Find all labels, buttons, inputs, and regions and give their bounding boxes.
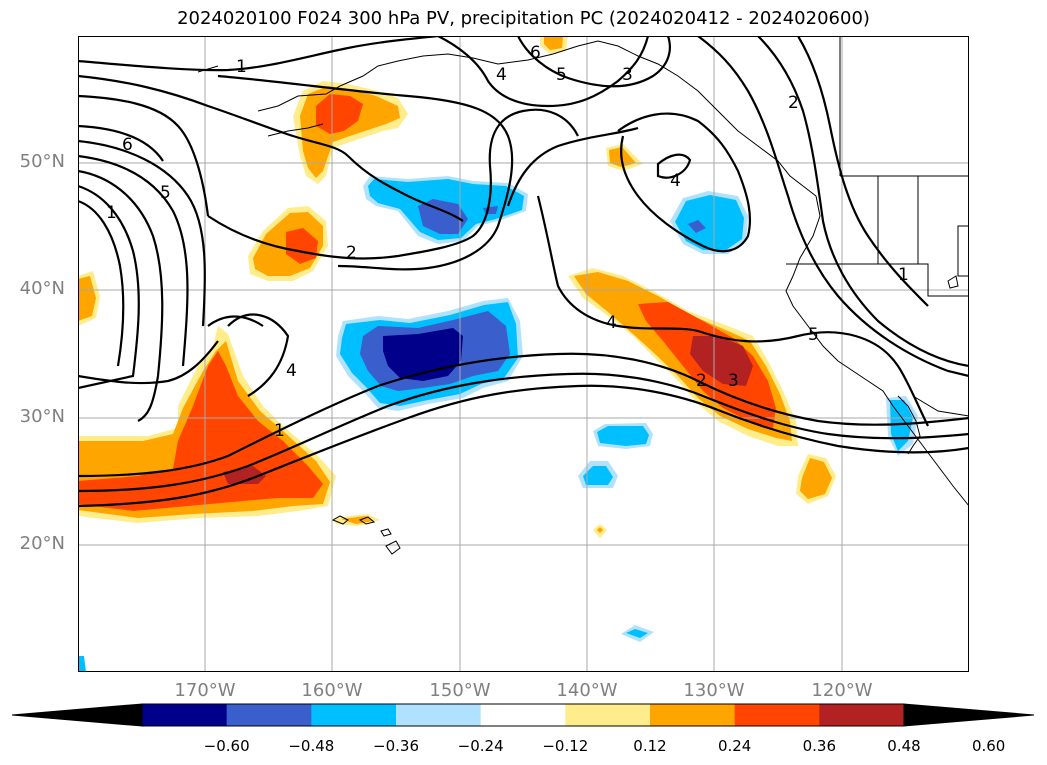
colorbar-tick-label: 0.24 xyxy=(717,737,752,755)
map-panel: 1 6 5 1 2 4 6 5 3 2 4 4 1 4 2 3 5 1 xyxy=(78,36,969,672)
lat-label: 20°N xyxy=(19,533,65,554)
colorbar-segment xyxy=(142,704,228,726)
colorbar-segment xyxy=(819,704,905,726)
colorbar-tick-label: −0.48 xyxy=(288,737,335,755)
contour-label: 4 xyxy=(286,361,297,381)
lon-label: 170°W xyxy=(174,680,236,701)
contour-label: 2 xyxy=(346,243,357,263)
lon-label: 130°W xyxy=(683,680,745,701)
colorbar-segment xyxy=(480,704,566,726)
colorbar-extend-left xyxy=(12,704,142,726)
lon-label: 150°W xyxy=(429,680,491,701)
colorbar-segment xyxy=(226,704,312,726)
colorbar-tick-label: −0.12 xyxy=(542,737,589,755)
lat-label: 30°N xyxy=(19,406,65,427)
chart-title: 2024020100 F024 300 hPa PV, precipitatio… xyxy=(177,8,870,29)
contour-label: 4 xyxy=(606,313,617,333)
colorbar-extend-right xyxy=(904,704,1034,726)
contour-label: 5 xyxy=(556,65,567,85)
lon-label: 120°W xyxy=(811,680,873,701)
colorbar-tick-label: −0.24 xyxy=(457,737,504,755)
colorbar-tick-label: 0.48 xyxy=(887,737,921,755)
lon-label: 140°W xyxy=(556,680,618,701)
contour-label: 5 xyxy=(808,325,819,345)
colorbar-segment xyxy=(311,704,397,726)
contour-labels: 1 6 5 1 2 4 6 5 3 2 4 4 1 4 2 3 5 1 xyxy=(106,43,909,441)
contour-label: 1 xyxy=(274,421,285,441)
precip-negative-shading xyxy=(78,176,918,672)
colorbar xyxy=(11,703,1035,727)
contour-label: 3 xyxy=(622,65,633,85)
pv-contours xyxy=(78,36,969,508)
colorbar-tick-label: 0.36 xyxy=(802,737,837,755)
gridlines xyxy=(78,36,969,672)
contour-label: 3 xyxy=(728,371,739,391)
contour-label: 5 xyxy=(160,183,171,203)
contour-label: 6 xyxy=(122,135,133,155)
coastlines xyxy=(197,36,969,555)
contour-label: 1 xyxy=(106,203,117,223)
contour-label: 2 xyxy=(696,371,707,391)
colorbar-segment xyxy=(396,704,482,726)
colorbar-tick-label: −0.60 xyxy=(203,737,250,755)
lon-label: 160°W xyxy=(301,680,363,701)
contour-label: 2 xyxy=(788,93,799,113)
contour-label: 1 xyxy=(236,57,247,77)
lat-label: 50°N xyxy=(19,151,65,172)
contour-label: 6 xyxy=(530,43,541,63)
colorbar-tick-label: 0.60 xyxy=(971,737,1006,755)
colorbar-segment xyxy=(565,704,651,726)
colorbar-segment xyxy=(650,704,736,726)
colorbar-tick-label: −0.36 xyxy=(373,737,419,755)
precip-positive-shading xyxy=(78,36,836,538)
map-svg: 1 6 5 1 2 4 6 5 3 2 4 4 1 4 2 3 5 1 xyxy=(78,36,969,672)
contour-label: 4 xyxy=(496,65,507,85)
colorbar-segment xyxy=(734,704,820,726)
contour-label: 1 xyxy=(898,265,909,285)
lat-label: 40°N xyxy=(19,278,65,299)
contour-label: 4 xyxy=(670,171,681,191)
colorbar-tick-label: 0.12 xyxy=(633,737,667,755)
